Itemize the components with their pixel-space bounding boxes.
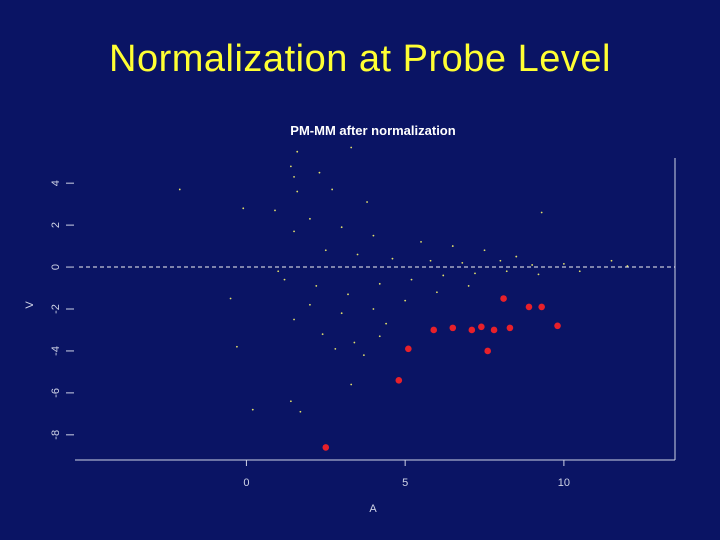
highlight-point <box>405 345 412 353</box>
data-point <box>293 175 295 178</box>
highlight-point <box>395 377 403 384</box>
data-point <box>296 150 299 153</box>
data-point <box>289 165 292 168</box>
data-point <box>340 312 343 315</box>
data-point <box>229 297 232 300</box>
y-tick-label: -8 <box>50 430 62 440</box>
data-point <box>531 264 534 266</box>
x-tick-label: 5 <box>402 477 408 489</box>
data-point <box>436 291 438 294</box>
data-point <box>515 255 518 258</box>
highlight-point <box>490 326 498 334</box>
data-point <box>334 347 337 350</box>
data-point <box>296 190 299 193</box>
highlight-point <box>322 444 330 451</box>
data-point <box>378 335 381 338</box>
plot-axes: 0 5 10 -8 -6 -4 -2 0 2 4 <box>50 158 676 489</box>
data-point <box>293 230 295 233</box>
data-point <box>483 249 486 252</box>
highlight-point <box>478 323 485 331</box>
data-point <box>578 270 581 273</box>
data-point <box>277 270 280 273</box>
data-point <box>391 257 394 260</box>
data-point <box>410 278 413 281</box>
data-point <box>242 207 245 210</box>
data-point <box>451 245 454 247</box>
data-point <box>251 408 254 411</box>
data-point <box>429 259 432 262</box>
data-point <box>372 234 375 237</box>
data-point <box>283 278 286 281</box>
data-point <box>340 226 343 229</box>
data-point <box>289 400 292 403</box>
data-point <box>293 318 295 321</box>
x-tick-label: 10 <box>558 477 570 489</box>
highlight-point <box>554 322 561 330</box>
highlight-point <box>506 324 514 332</box>
plot-marks <box>178 146 629 451</box>
data-point <box>420 240 422 243</box>
data-point <box>318 171 321 174</box>
data-point <box>537 273 540 276</box>
data-point <box>299 410 302 413</box>
data-point <box>350 146 353 149</box>
slide-title: Normalization at Probe Level <box>109 38 611 80</box>
data-point <box>540 211 543 214</box>
data-point <box>372 308 375 310</box>
data-point <box>474 272 476 275</box>
data-point <box>442 274 445 277</box>
data-point <box>347 293 349 296</box>
y-tick-label: -6 <box>50 388 62 398</box>
data-point <box>321 333 324 336</box>
highlight-point <box>484 347 491 355</box>
x-tick-label: 0 <box>243 477 249 489</box>
highlight-point <box>525 303 533 311</box>
y-tick-label: 4 <box>50 180 62 186</box>
y-axis-label: V <box>24 301 36 309</box>
data-point <box>353 341 356 344</box>
data-point <box>385 322 388 325</box>
data-point <box>356 253 359 256</box>
data-point <box>562 263 565 265</box>
chart-title: PM-MM after normalization <box>290 123 455 138</box>
highlight-point <box>500 295 507 302</box>
data-point <box>309 303 311 306</box>
data-point <box>378 282 381 285</box>
data-point <box>315 285 318 287</box>
x-axis-label: A <box>369 503 377 515</box>
y-tick-label: 0 <box>50 264 62 270</box>
data-point <box>362 354 365 357</box>
data-point <box>626 265 629 267</box>
highlight-point <box>538 303 545 311</box>
highlight-point <box>449 324 457 332</box>
y-tick-label: 2 <box>50 222 62 228</box>
data-point <box>467 285 470 287</box>
data-point <box>309 217 311 220</box>
data-point <box>366 201 368 203</box>
data-point <box>505 270 508 273</box>
highlight-point <box>468 326 476 334</box>
data-point <box>404 299 407 302</box>
data-point <box>274 209 276 212</box>
data-point <box>461 261 464 264</box>
y-tick-label: -2 <box>50 304 62 314</box>
highlight-point <box>430 326 438 334</box>
data-point <box>236 345 238 348</box>
data-point <box>331 188 334 191</box>
data-point <box>324 249 327 252</box>
data-point <box>350 383 353 386</box>
data-point <box>610 259 613 262</box>
y-tick-label: -4 <box>50 346 62 356</box>
data-point <box>499 259 502 262</box>
data-point <box>178 188 181 191</box>
